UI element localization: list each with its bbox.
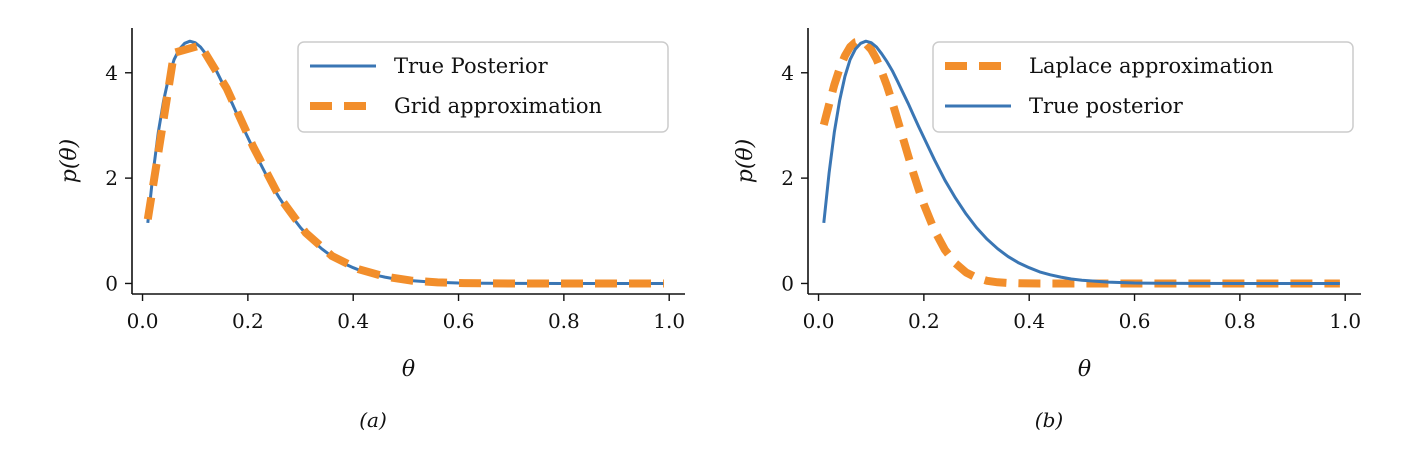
x-axis-label: θ (402, 357, 415, 382)
x-tick-label: 0.0 (127, 309, 159, 333)
x-tick-label: 1.0 (1329, 309, 1361, 333)
panel-a: 0.0 0.2 0.4 0.6 0.8 1.0 0 2 4 θ p(θ) True Posterior… (57, 28, 685, 432)
y-tick-label: 4 (781, 61, 794, 85)
x-tick-label: 1.0 (653, 309, 685, 333)
x-tick-label: 0.6 (443, 309, 475, 333)
x-tick-label: 0.4 (337, 309, 369, 333)
y-tick-label: 2 (781, 166, 794, 190)
panel-b: 0.0 0.2 0.4 0.6 0.8 1.0 0 2 4 θ p(θ) Laplace approx… (733, 28, 1361, 432)
series-line-solid (822, 39, 1340, 285)
x-tick-label: 0.0 (803, 309, 835, 333)
series-line-dashed (819, 37, 1340, 288)
legend-box (297, 41, 669, 133)
y-axis-label: p(θ) (57, 139, 82, 184)
x-axis-label: θ (1078, 357, 1091, 382)
legend-label: True Posterior (394, 54, 549, 78)
legend: True Posterior Grid approximation (297, 41, 669, 133)
y-tick-label: 0 (781, 271, 794, 295)
y-tick-label: 0 (105, 271, 118, 295)
x-tick-label: 0.6 (1119, 309, 1151, 333)
y-tick-label: 4 (105, 61, 118, 85)
legend: Laplace approximation True posterior (932, 41, 1354, 133)
panel-caption: (a) (359, 408, 387, 432)
x-tick-label: 0.8 (548, 309, 580, 333)
y-axis-label: p(θ) (733, 139, 758, 184)
legend-box (932, 41, 1354, 133)
legend-label: Grid approximation (394, 94, 602, 118)
x-tick-label: 0.8 (1224, 309, 1256, 333)
x-tick-label: 0.2 (232, 309, 264, 333)
y-tick-label: 2 (105, 166, 118, 190)
series-line-dashed (143, 41, 664, 288)
x-tick-label: 0.2 (908, 309, 940, 333)
x-tick-label: 0.4 (1013, 309, 1045, 333)
legend-label: Laplace approximation (1029, 54, 1273, 78)
legend-label: True posterior (1029, 94, 1184, 118)
panel-caption: (b) (1035, 408, 1063, 432)
